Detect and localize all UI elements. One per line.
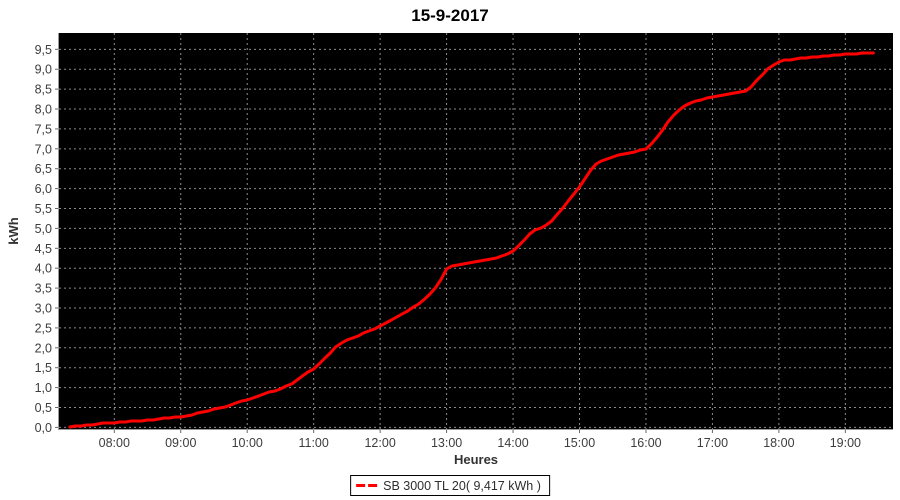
svg-text:5,5: 5,5	[35, 202, 52, 216]
chart-title: 15-9-2017	[411, 6, 489, 25]
svg-text:13:00: 13:00	[431, 436, 462, 450]
svg-text:19:00: 19:00	[830, 436, 861, 450]
svg-text:7,5: 7,5	[35, 122, 52, 136]
svg-text:2,5: 2,5	[35, 321, 52, 335]
svg-text:1,0: 1,0	[35, 381, 52, 395]
svg-text:5,0: 5,0	[35, 222, 52, 236]
svg-text:11:00: 11:00	[298, 436, 328, 450]
legend-series-label: SB 3000 TL 20( 9,417 kWh )	[383, 478, 541, 493]
x-tick-labels: 08:00 09:00 10:00 11:00 12:00 13:00 14:00 15:00…	[99, 436, 861, 450]
svg-text:17:00: 17:00	[697, 436, 728, 450]
svg-text:18:00: 18:00	[763, 436, 794, 450]
svg-text:4,5: 4,5	[35, 242, 52, 256]
svg-text:6,5: 6,5	[35, 162, 52, 176]
svg-text:8,5: 8,5	[35, 83, 52, 97]
svg-text:9,5: 9,5	[35, 43, 52, 57]
svg-text:14:00: 14:00	[497, 436, 528, 450]
legend-box: SB 3000 TL 20( 9,417 kWh )	[350, 475, 550, 496]
y-axis-label: kWh	[6, 217, 21, 245]
svg-text:0,0: 0,0	[35, 421, 52, 435]
svg-text:9,0: 9,0	[35, 63, 52, 77]
svg-text:10:00: 10:00	[232, 436, 263, 450]
svg-text:3,5: 3,5	[35, 282, 52, 296]
svg-text:2,0: 2,0	[35, 341, 52, 355]
svg-text:3,0: 3,0	[35, 302, 52, 316]
axis-lines	[58, 33, 893, 430]
y-tick-labels: 0,0 0,5 1,0 1,5 2,0 2,5 3,0 3,5 4,0 4,5 5,0 5,5 6,0 6…	[35, 43, 52, 435]
plot-area	[59, 33, 893, 429]
svg-text:0,5: 0,5	[35, 401, 52, 415]
svg-text:12:00: 12:00	[364, 436, 395, 450]
svg-text:6,0: 6,0	[35, 182, 52, 196]
gridlines	[59, 33, 893, 429]
x-axis-label: Heures	[454, 452, 498, 467]
legend-series-key-line	[356, 484, 378, 487]
tick-marks	[55, 48, 846, 433]
svg-text:1,5: 1,5	[35, 361, 52, 375]
svg-text:4,0: 4,0	[35, 262, 52, 276]
svg-text:16:00: 16:00	[630, 436, 661, 450]
svg-text:15:00: 15:00	[564, 436, 595, 450]
svg-text:7,0: 7,0	[35, 142, 52, 156]
svg-text:8,0: 8,0	[35, 103, 52, 117]
svg-text:08:00: 08:00	[99, 436, 130, 450]
series-line-sb3000	[68, 51, 875, 429]
svg-text:09:00: 09:00	[165, 436, 196, 450]
